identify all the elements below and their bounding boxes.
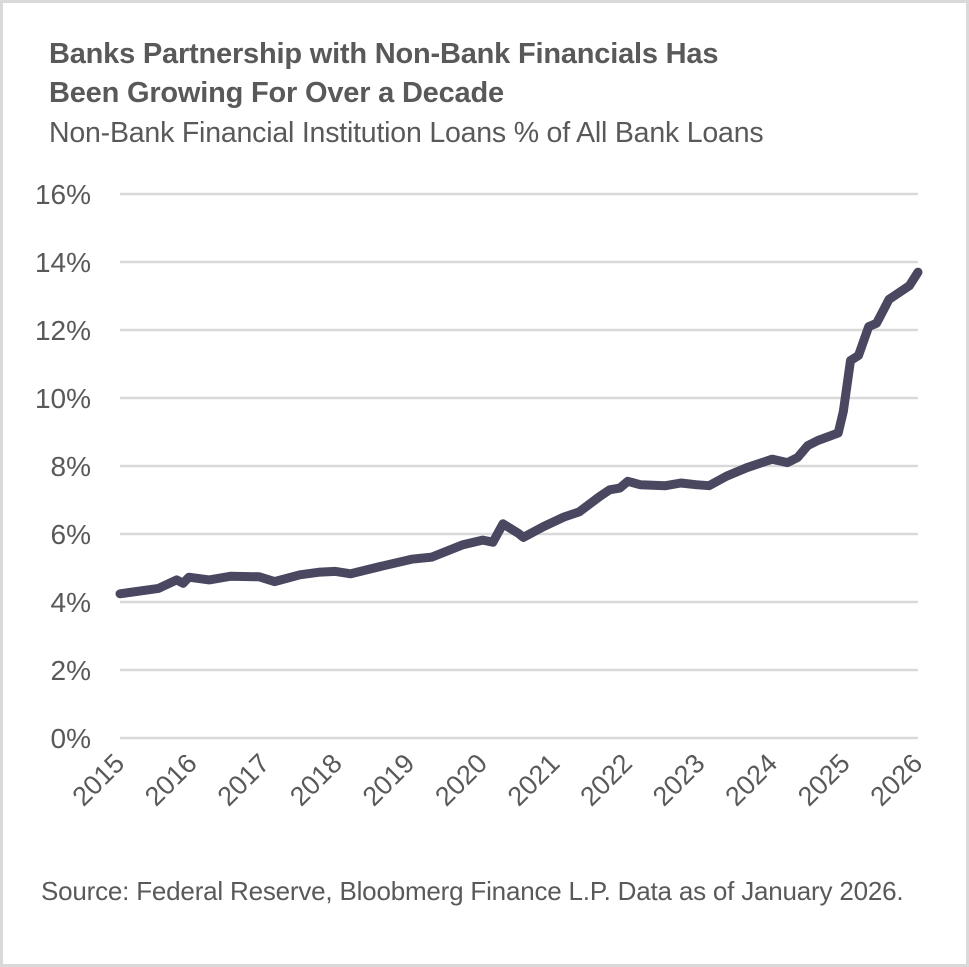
x-axis-labels: 2015 2016 2017 2018 2019 2020 2021 2022 2023 2024… [67, 748, 929, 812]
x-tick-label: 2023 [647, 748, 711, 812]
y-tick-label: 10% [35, 383, 91, 414]
chart-title-line-2: Been Growing For Over a Decade [49, 77, 504, 109]
y-tick-label: 6% [51, 519, 91, 550]
x-tick-label: 2016 [139, 748, 203, 812]
x-tick-label: 2021 [502, 748, 566, 812]
y-axis-labels: 0% 2% 4% 6% 8% 10% 12% 14% 16% [35, 179, 91, 754]
chart-title: Banks Partnership with Non-Bank Financia… [49, 35, 718, 113]
x-tick-label: 2026 [865, 748, 929, 812]
series-line [115, 267, 923, 599]
x-tick-label: 2024 [719, 748, 783, 812]
x-tick-label: 2018 [284, 748, 348, 812]
y-tick-label: 16% [35, 179, 91, 210]
x-tick-label: 2025 [792, 748, 856, 812]
x-tick-label: 2022 [574, 748, 638, 812]
y-tick-label: 12% [35, 315, 91, 346]
y-tick-label: 2% [51, 655, 91, 686]
x-tick-label: 2017 [212, 748, 276, 812]
y-tick-label: 8% [51, 451, 91, 482]
y-tick-label: 14% [35, 247, 91, 278]
chart-subtitle: Non-Bank Financial Institution Loans % o… [49, 117, 764, 149]
x-tick-label: 2015 [67, 748, 131, 812]
x-tick-label: 2019 [357, 748, 421, 812]
line-chart: 0%2%4%6%8%10%12%14%16% 2015 2016 2017 2018 2… [35, 179, 929, 812]
gridlines [120, 192, 918, 740]
x-tick-label: 2020 [429, 748, 493, 812]
y-tick-label: 4% [51, 587, 91, 618]
source-note: Source: Federal Reserve, Bloobmerg Finan… [41, 876, 904, 906]
chart-title-line-1: Banks Partnership with Non-Bank Financia… [49, 38, 719, 70]
y-tick-label: 0% [51, 723, 91, 754]
